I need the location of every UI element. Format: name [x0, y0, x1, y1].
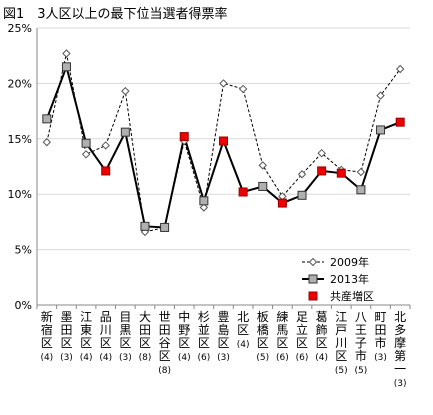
highlight-point: [238, 187, 248, 197]
series-2009-point: [317, 148, 326, 158]
series-2009-point: [199, 203, 209, 212]
series-2013-point: [199, 196, 209, 206]
legend-highlight-marker: [308, 291, 318, 301]
legend-highlight-label: 共産増区: [330, 290, 374, 303]
y-tick-label: 5%: [15, 244, 32, 257]
series-2013-point: [376, 125, 386, 135]
x-category-label: 墨田区(3): [60, 310, 73, 363]
legend-2009-label: 2009年: [330, 255, 369, 269]
axes: 0% 5% 10% 15% 20% 25% 新宿区(4) 墨田区(3) 江東区(4) 品川区(4)…: [8, 22, 411, 389]
series-2009-point: [258, 161, 267, 170]
x-category-label: 中野区(4): [178, 309, 191, 363]
x-category-label: 北区(4): [237, 310, 250, 350]
chart-title: 図1 3人区以上の最下位当選者得票率: [3, 7, 228, 22]
y-tick-label: 25%: [8, 22, 32, 35]
series-2009-point: [42, 137, 52, 147]
x-category-label: 江東区(4): [80, 310, 93, 363]
highlight-point: [101, 166, 111, 176]
series-2013-point: [120, 127, 130, 137]
x-category-label: 大田区(8): [139, 310, 152, 363]
x-category-label: 葛飾区(4): [315, 310, 328, 363]
series-2009-point: [376, 91, 385, 100]
series-2009-point: [297, 170, 307, 179]
series-2009-point: [81, 150, 91, 159]
series-2009-point: [356, 167, 366, 177]
series-2009-point: [238, 84, 248, 94]
x-category-label: 杉並区(6): [197, 310, 210, 363]
highlight-point: [179, 132, 189, 142]
data-markers: [42, 49, 405, 237]
highlight-point: [395, 117, 405, 127]
legend-2013-marker: [308, 274, 318, 284]
series-2013-point: [42, 114, 52, 124]
x-category-label: 新宿区(4): [40, 309, 53, 363]
x-category-label: 世田谷区(8): [158, 310, 171, 376]
x-category-label: 足立区(6): [296, 310, 309, 363]
x-category-label: 江戸川区(5): [335, 310, 348, 376]
series-2013-point: [160, 222, 170, 232]
series-2013-point: [81, 138, 91, 148]
legend-2009-marker: [308, 257, 318, 267]
series-2013-line: [45, 63, 401, 229]
highlight-point: [219, 136, 228, 146]
y-tick-label: 15%: [8, 133, 32, 146]
series-2009-point: [395, 64, 405, 74]
series-2013-point: [140, 221, 150, 231]
x-category-label: 八王子市(5): [355, 310, 368, 376]
x-category-label: 練馬区(6): [276, 310, 289, 363]
series-2013-point: [356, 185, 366, 195]
x-category-label: 板橋区(5): [256, 310, 269, 363]
y-tick-label: 10%: [8, 188, 32, 201]
y-tick-label: 20%: [8, 77, 32, 90]
series-2009-point: [62, 49, 71, 58]
x-category-label: 町田市(3): [374, 310, 387, 363]
x-category-label: 豊島区(3): [217, 310, 230, 363]
series-2009-point: [121, 86, 130, 96]
x-category-label: 北多摩第一(3): [394, 310, 407, 389]
x-category-label: 品川区(4): [99, 310, 112, 363]
highlight-point: [317, 166, 327, 176]
y-tick-label: 0%: [15, 299, 32, 312]
series-2009-point: [219, 79, 228, 88]
highlight-point: [277, 198, 287, 208]
series-2013-point: [61, 62, 71, 72]
series-2013-point: [258, 181, 268, 191]
series-2009-point: [101, 141, 110, 150]
legend-2013-label: 2013年: [330, 272, 369, 286]
series-2013-point: [297, 190, 307, 200]
x-category-label: 目黒区(3): [119, 310, 132, 363]
highlight-point: [336, 168, 346, 178]
